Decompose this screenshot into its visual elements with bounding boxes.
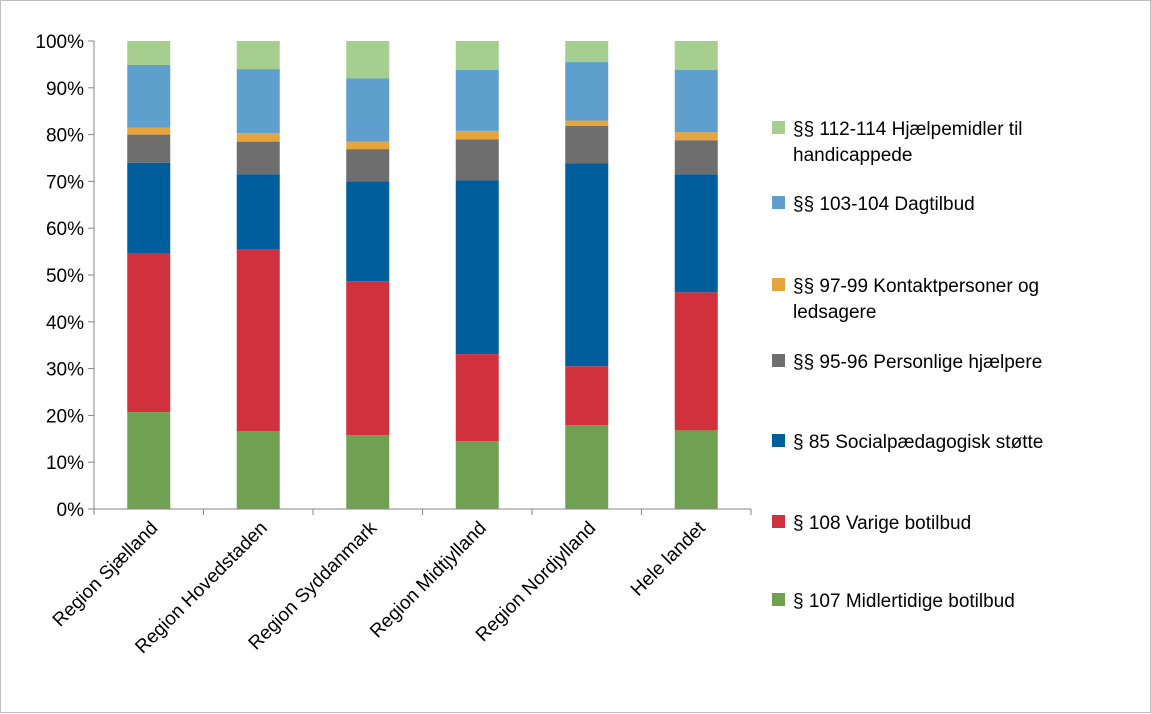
bar-segment-5-3 xyxy=(565,163,609,367)
legend-label-line: § 107 Midlertidige botilbud xyxy=(793,591,1015,612)
legend-label: §§ 112-114 Hjælpemidler til handicappede xyxy=(793,119,1023,166)
bar-segment-3-5 xyxy=(346,141,390,150)
legend-label-line: §§ 103-104 Dagtilbud xyxy=(793,194,975,215)
legend-label-line: §§ 112-114 Hjælpemidler til xyxy=(793,119,1023,140)
bar-segment-4-7 xyxy=(455,41,499,71)
bar-segment-5-6 xyxy=(565,62,609,121)
y-tick-label: 10% xyxy=(46,453,84,474)
bar-segment-2-2 xyxy=(236,249,280,432)
legend: §§ 112-114 Hjælpemidler til handicappede§… xyxy=(772,119,1043,612)
legend-label-line: handicappede xyxy=(793,145,912,166)
legend-item: § 108 Varige botilbud xyxy=(772,513,971,534)
category-label: Hele landet xyxy=(627,517,710,600)
y-tick-label: 40% xyxy=(46,313,84,334)
legend-label-line: §§ 95-96 Personlige hjælpere xyxy=(793,352,1042,373)
legend-swatch xyxy=(772,354,785,367)
bar-segment-1-3 xyxy=(127,162,171,253)
bar-segment-1-6 xyxy=(127,64,171,128)
legend-label: § 108 Varige botilbud xyxy=(793,513,971,534)
category-label: Region Nordjylland xyxy=(472,518,600,646)
bar-segment-1-2 xyxy=(127,253,171,413)
y-tick-label: 0% xyxy=(57,500,85,521)
bar-segment-4-4 xyxy=(455,139,499,181)
legend-label-line: § 108 Varige botilbud xyxy=(793,513,971,534)
bar-segment-3-3 xyxy=(346,181,390,282)
bar-segment-5-4 xyxy=(565,125,609,164)
bar-segment-4-1 xyxy=(455,441,499,509)
y-tick-label: 100% xyxy=(35,32,84,53)
bar-segment-6-7 xyxy=(674,41,718,71)
bar-segment-6-5 xyxy=(674,132,718,141)
bar-segment-3-6 xyxy=(346,78,390,142)
bar-segment-2-3 xyxy=(236,174,280,250)
legend-label-line: § 85 Socialpædagogisk støtte xyxy=(793,432,1043,453)
y-tick-label: 50% xyxy=(46,266,84,287)
bar-segment-5-5 xyxy=(565,120,609,126)
bar-segment-2-7 xyxy=(236,41,280,70)
bar-segment-3-4 xyxy=(346,149,390,182)
legend-label: § 85 Socialpædagogisk støtte xyxy=(793,432,1043,453)
legend-label: §§ 95-96 Personlige hjælpere xyxy=(793,352,1042,373)
bar-segment-2-1 xyxy=(236,431,280,509)
bar-segment-4-6 xyxy=(455,70,499,131)
legend-label: § 107 Midlertidige botilbud xyxy=(793,591,1015,612)
bar-segment-2-4 xyxy=(236,141,280,175)
y-tick-label: 90% xyxy=(46,79,84,100)
legend-swatch xyxy=(772,196,785,209)
bar-segment-4-3 xyxy=(455,180,499,355)
bar-segment-3-1 xyxy=(346,435,390,509)
bar-segment-6-2 xyxy=(674,292,718,431)
bar-segment-6-1 xyxy=(674,430,718,509)
legend-swatch xyxy=(772,121,785,134)
bar-segment-3-2 xyxy=(346,281,390,436)
y-tick-label: 70% xyxy=(46,172,84,193)
bar-segment-3-7 xyxy=(346,41,390,79)
legend-item: §§ 97-99 Kontaktpersoner og ledsagere xyxy=(772,276,1039,323)
legend-swatch xyxy=(772,434,785,447)
bar-segment-5-1 xyxy=(565,425,609,509)
category-label: Region Sjælland xyxy=(49,518,162,631)
legend-item: § 107 Midlertidige botilbud xyxy=(772,591,1015,612)
bar-segment-1-5 xyxy=(127,127,171,135)
legend-item: §§ 112-114 Hjælpemidler til handicappede xyxy=(772,119,1023,166)
legend-label-line: ledsagere xyxy=(793,302,876,323)
y-tick-label: 20% xyxy=(46,406,84,427)
bar-segment-4-2 xyxy=(455,354,499,442)
bar-segment-5-2 xyxy=(565,366,609,426)
legend-swatch xyxy=(772,278,785,291)
legend-swatch xyxy=(772,593,785,606)
plot-area xyxy=(127,41,718,509)
legend-label-line: §§ 97-99 Kontaktpersoner og xyxy=(793,276,1039,297)
bar-segment-2-5 xyxy=(236,133,280,142)
legend-item: §§ 103-104 Dagtilbud xyxy=(772,194,975,215)
legend-item: § 85 Socialpædagogisk støtte xyxy=(772,432,1043,453)
legend-swatch xyxy=(772,515,785,528)
bar-segment-6-3 xyxy=(674,174,718,293)
bar-segment-1-7 xyxy=(127,41,171,65)
bar-segment-1-1 xyxy=(127,412,171,509)
legend-item: §§ 95-96 Personlige hjælpere xyxy=(772,352,1042,373)
y-tick-label: 30% xyxy=(46,360,84,381)
y-tick-label: 60% xyxy=(46,219,84,240)
y-tick-label: 80% xyxy=(46,126,84,147)
legend-label: §§ 97-99 Kontaktpersoner og ledsagere xyxy=(793,276,1039,323)
bar-segment-6-6 xyxy=(674,70,718,133)
bar-segment-2-6 xyxy=(236,69,280,134)
legend-label: §§ 103-104 Dagtilbud xyxy=(793,194,975,215)
bar-segment-4-5 xyxy=(455,130,499,140)
category-label: Region Midtjylland xyxy=(366,518,491,643)
bar-segment-6-4 xyxy=(674,140,718,175)
bar-segment-1-4 xyxy=(127,134,171,163)
bar-segment-5-7 xyxy=(565,41,609,63)
